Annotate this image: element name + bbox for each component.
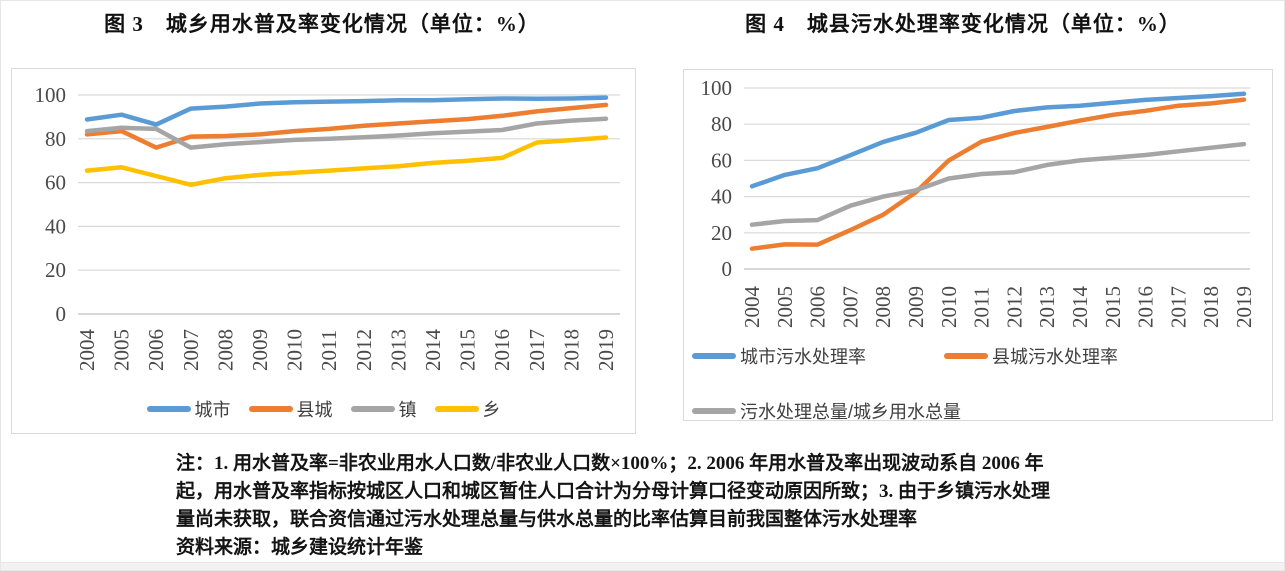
note-line-2: 起，用水普及率指标按城区人口和城区暂住人口合计为分母计算口径变动原因所致；3. … xyxy=(176,481,1051,502)
y-tick-label: 20 xyxy=(45,258,66,282)
x-tick-label: 2010 xyxy=(283,329,307,371)
y-tick-label: 40 xyxy=(45,214,66,238)
legend-item: 城市 xyxy=(146,396,231,422)
x-tick-label: 2005 xyxy=(773,286,797,328)
x-tick-label: 2010 xyxy=(937,286,961,328)
x-tick-label: 2015 xyxy=(456,329,480,371)
legend-label: 城市污水处理率 xyxy=(740,347,866,367)
series-line-1 xyxy=(84,102,609,150)
legend-label: 乡 xyxy=(482,400,501,420)
x-tick-label: 2013 xyxy=(1035,286,1059,328)
x-tick-label: 2019 xyxy=(594,329,618,371)
sewage-treatment-plot: 0 20 40 60 80 100 2004 2005 2006 2007 2008 2009 2010… xyxy=(701,76,1257,329)
legend-line-swatch xyxy=(692,353,736,359)
chart4-title: 图 4 城县污水处理率变化情况（单位：%） xyxy=(745,12,1181,36)
x-tick-label: 2004 xyxy=(740,286,764,329)
x-tick-label: 2019 xyxy=(1232,286,1256,328)
y-tick-label: 80 xyxy=(45,127,66,151)
x-tick-label: 2017 xyxy=(1166,286,1190,328)
y-tick-label: 20 xyxy=(711,221,732,245)
x-tick-label: 2008 xyxy=(213,329,237,371)
x-tick-label: 2005 xyxy=(110,329,134,371)
legend-item: 污水处理总量/城乡用水总量 xyxy=(692,398,961,424)
x-tick-label: 2012 xyxy=(352,329,376,371)
legend-label: 县城 xyxy=(296,400,333,420)
x-tick-label: 2011 xyxy=(317,330,341,371)
x-tick-label: 2009 xyxy=(904,286,928,328)
series-line-0 xyxy=(84,95,609,127)
page-bottom-edge xyxy=(1,562,1284,570)
x-tick-label: 2013 xyxy=(386,329,410,371)
x-tick-label: 2007 xyxy=(838,286,862,328)
x-tick-label: 2011 xyxy=(970,287,994,328)
legend-label: 镇 xyxy=(398,400,417,420)
x-tick-label: 2014 xyxy=(421,329,445,372)
legend-label: 县城污水处理率 xyxy=(992,347,1118,367)
legend-line-swatch xyxy=(248,406,293,412)
x-tick-label: 2006 xyxy=(806,286,830,328)
x-tick-label: 2018 xyxy=(1199,286,1223,328)
x-tick-label: 2004 xyxy=(75,329,99,372)
series-line-2 xyxy=(749,141,1247,227)
water-coverage-chart: 0 20 40 60 80 100 2004 2005 2006 2007 2008 2009 2010… xyxy=(11,68,636,434)
legend-item: 县城污水处理率 xyxy=(944,343,1118,369)
y-tick-label: 0 xyxy=(722,257,733,281)
y-tick-label: 0 xyxy=(56,302,67,326)
legend-item: 镇 xyxy=(350,396,417,422)
legend-line-swatch xyxy=(350,406,395,412)
x-tick-label: 2007 xyxy=(179,329,203,371)
sewage-treatment-chart: 0 20 40 60 80 100 2004 2005 2006 2007 2008 2009 2010… xyxy=(683,69,1273,424)
x-tick-label: 2016 xyxy=(1134,286,1158,328)
x-tick-label: 2006 xyxy=(144,329,168,371)
legend-label: 污水处理总量/城乡用水总量 xyxy=(740,402,961,422)
footnotes: 注：1. 用水普及率=非农业用水人口数/非农业人口数×100%；2. 2006 … xyxy=(176,450,1136,562)
legend-line-swatch xyxy=(146,406,191,412)
x-tick-label: 2017 xyxy=(525,329,549,371)
legend-line-swatch xyxy=(944,353,988,359)
x-tick-label: 2015 xyxy=(1101,286,1125,328)
y-tick-label: 60 xyxy=(711,148,732,172)
y-tick-label: 60 xyxy=(45,171,66,195)
x-tick-label: 2008 xyxy=(871,286,895,328)
y-tick-label: 40 xyxy=(711,185,732,209)
x-tick-label: 2016 xyxy=(490,329,514,371)
chart3-title: 图 3 城乡用水普及率变化情况（单位：%） xyxy=(104,12,540,36)
legend-line-swatch xyxy=(434,406,479,412)
series-line-0 xyxy=(749,91,1247,189)
x-tick-label: 2012 xyxy=(1002,286,1026,328)
series-line-3 xyxy=(84,135,609,188)
legend-line-swatch xyxy=(692,408,736,414)
sewage-treatment-legend-row1: 城市污水处理率 县城污水处理率 xyxy=(684,343,1272,369)
series-line-1 xyxy=(749,97,1247,251)
note-line-3: 量尚未获取，联合资信通过污水处理总量与供水总量的比率估算目前我国整体污水处理率 xyxy=(176,509,918,530)
x-tick-label: 2018 xyxy=(559,329,583,371)
sewage-treatment-legend-row2: 污水处理总量/城乡用水总量 xyxy=(684,398,1272,424)
x-tick-label: 2014 xyxy=(1068,286,1092,329)
water-coverage-plot: 0 20 40 60 80 100 2004 2005 2006 2007 2008 2009 2010… xyxy=(35,83,620,372)
x-tick-label: 2009 xyxy=(248,329,272,371)
y-tick-label: 80 xyxy=(711,112,732,136)
legend-item: 城市污水处理率 xyxy=(692,343,866,369)
series-line-2 xyxy=(84,116,609,150)
legend-item: 县城 xyxy=(248,396,333,422)
y-tick-label: 100 xyxy=(701,76,733,100)
water-coverage-legend: 城市 县城 镇 乡 xyxy=(12,396,635,422)
legend-item: 乡 xyxy=(434,396,501,422)
data-source-line: 资料来源：城乡建设统计年鉴 xyxy=(176,537,424,558)
y-tick-label: 100 xyxy=(35,83,67,107)
legend-label: 城市 xyxy=(194,400,231,420)
note-line-1: 注：1. 用水普及率=非农业用水人口数/非农业人口数×100%；2. 2006 … xyxy=(176,453,1044,474)
